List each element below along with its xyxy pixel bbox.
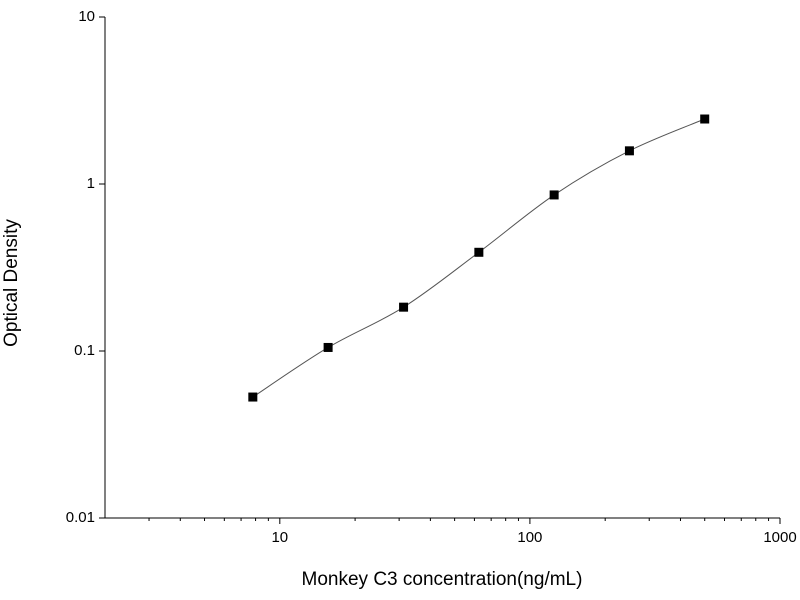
data-point — [399, 302, 409, 312]
x-tick-label: 10 — [271, 529, 288, 546]
x-tick-label: 1000 — [763, 529, 796, 546]
x-axis-title: Monkey C3 concentration(ng/mL) — [302, 569, 583, 590]
y-tick-label: 0.01 — [66, 509, 95, 526]
x-tick-label: 100 — [517, 529, 542, 546]
data-point — [323, 342, 333, 352]
data-point — [700, 114, 710, 124]
fit-curve — [252, 118, 705, 398]
data-point — [248, 392, 258, 402]
data-point — [624, 146, 634, 156]
data-point — [549, 190, 559, 200]
y-tick-label: 1 — [87, 175, 95, 192]
y-axis-title: Optical Density — [1, 219, 22, 347]
data-point — [474, 247, 484, 257]
y-tick-label: 0.1 — [74, 342, 95, 359]
y-tick-label: 10 — [78, 8, 95, 25]
